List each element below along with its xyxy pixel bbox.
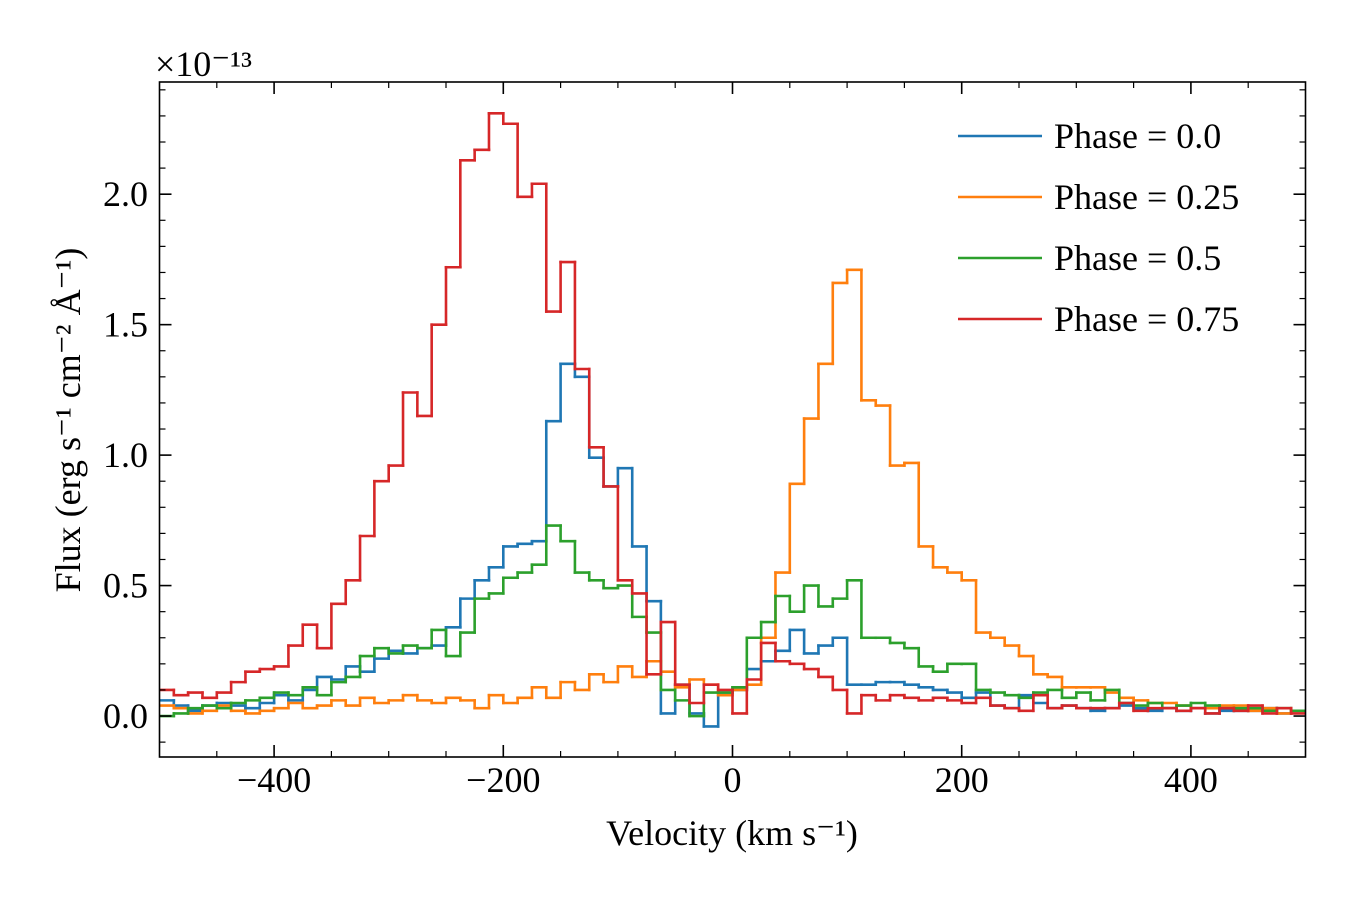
- x-tick-label: 0: [724, 760, 742, 800]
- offset-text: ×10⁻¹³: [155, 44, 252, 84]
- x-axis-label: Velocity (km s⁻¹): [606, 813, 858, 853]
- y-tick-label: 1.5: [103, 305, 148, 345]
- legend-label: Phase = 0.25: [1054, 177, 1239, 217]
- y-tick-label: 1.0: [103, 435, 148, 475]
- x-tick-label: −200: [466, 760, 540, 800]
- y-tick-label: 0.5: [103, 566, 148, 606]
- x-tick-label: 200: [935, 760, 989, 800]
- y-tick-label: 2.0: [103, 174, 148, 214]
- legend-label: Phase = 0.0: [1054, 116, 1221, 156]
- x-tick-label: −400: [237, 760, 311, 800]
- y-axis-label: Flux (erg s⁻¹ cm⁻² Å⁻¹): [48, 248, 88, 593]
- y-tick-label: 0.0: [103, 696, 148, 736]
- legend-label: Phase = 0.5: [1054, 238, 1221, 278]
- legend-label: Phase = 0.75: [1054, 299, 1239, 339]
- series-layer: [159, 112, 1306, 728]
- x-tick-label: 400: [1164, 760, 1218, 800]
